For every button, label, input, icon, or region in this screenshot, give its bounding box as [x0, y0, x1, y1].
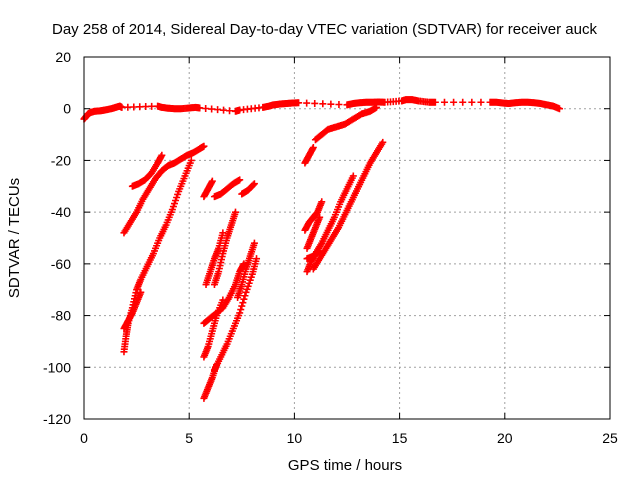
y-tick-label: 0 [63, 101, 71, 117]
series-pass-p [311, 103, 380, 144]
y-tick-label: -80 [51, 308, 71, 324]
series-pass-f [210, 176, 244, 201]
x-tick-label: 10 [287, 430, 303, 446]
y-tick-label: -100 [43, 359, 71, 375]
chart-title: Day 258 of 2014, Sidereal Day-to-day VTE… [52, 21, 597, 38]
data-point [556, 105, 564, 113]
data-point [315, 248, 323, 256]
x-tick-label: 20 [497, 430, 513, 446]
data-point [459, 98, 467, 106]
data-point [219, 229, 227, 237]
data-point [240, 295, 248, 303]
x-tick-labels: 0 5 10 15 20 25 [80, 430, 618, 446]
series-pass-a [120, 142, 208, 237]
data-point [213, 361, 221, 369]
data-point [316, 213, 324, 221]
y-tick-label: -60 [51, 256, 71, 272]
data-point [372, 103, 380, 111]
data-points [80, 96, 564, 402]
data-point [200, 142, 208, 150]
y-axis-label: SDTVAR / TECUs [6, 178, 23, 298]
series-pass-d [120, 288, 145, 332]
series-pass-u [303, 247, 324, 263]
series-pass-h [202, 229, 227, 289]
data-point [208, 105, 216, 113]
data-point [319, 100, 327, 108]
y-tick-label: 20 [55, 49, 71, 65]
data-point [238, 302, 246, 310]
data-point [379, 138, 387, 146]
data-point [142, 103, 150, 111]
data-point [231, 208, 239, 216]
series-pass-o [301, 144, 317, 167]
data-point [316, 247, 324, 255]
data-point [450, 98, 458, 106]
data-point [226, 107, 234, 115]
data-point [202, 104, 210, 112]
data-point [208, 177, 216, 185]
data-point [130, 103, 138, 111]
data-point [158, 151, 166, 159]
data-point [136, 103, 144, 111]
series-pass-i [210, 208, 239, 289]
data-point [318, 198, 326, 206]
data-point [236, 309, 244, 317]
x-tick-label: 5 [185, 430, 193, 446]
data-point [196, 104, 204, 112]
data-point [236, 176, 244, 184]
data-point [237, 306, 245, 314]
data-point [214, 106, 222, 114]
series-pass-q [301, 198, 326, 234]
y-tick-label: -40 [51, 204, 71, 220]
data-point [349, 172, 357, 180]
data-point [250, 239, 258, 247]
data-point [187, 156, 195, 164]
data-point [250, 180, 258, 188]
series-pass-r [303, 213, 324, 252]
y-tick-label: -20 [51, 152, 71, 168]
data-point [249, 181, 257, 189]
x-tick-label: 0 [80, 430, 88, 446]
data-point [219, 296, 227, 304]
x-tick-label: 15 [392, 430, 408, 446]
series-pass-b [128, 151, 166, 190]
data-point [253, 255, 261, 263]
series-pass-e [200, 177, 216, 201]
data-point [220, 106, 228, 114]
data-point [124, 103, 132, 111]
data-point [440, 98, 448, 106]
data-point [148, 102, 156, 110]
x-tick-label: 25 [602, 430, 618, 446]
series-pass-t [309, 138, 387, 273]
data-point [118, 103, 126, 111]
data-point [241, 292, 249, 300]
series-pass-l [210, 255, 261, 374]
series-pass-n [200, 361, 221, 402]
series-near-zero [80, 96, 564, 123]
data-point [309, 144, 317, 151]
data-point [431, 98, 439, 106]
y-tick-labels: -120 -100 -80 -60 -40 -20 0 20 [43, 49, 71, 427]
series-pass-m [234, 239, 258, 301]
y-tick-label: -120 [43, 411, 71, 427]
data-point [295, 99, 303, 107]
data-point [311, 99, 319, 107]
data-point [137, 288, 145, 296]
data-point [335, 100, 343, 108]
grid [83, 56, 611, 420]
series-pass-k [200, 296, 227, 361]
series-pass-g [238, 180, 258, 198]
plot-border [83, 56, 611, 420]
data-point [468, 98, 476, 106]
data-point [303, 99, 311, 107]
x-axis-label: GPS time / hours [288, 457, 402, 474]
data-point [477, 98, 485, 106]
data-point [239, 299, 247, 307]
data-point [327, 100, 335, 108]
